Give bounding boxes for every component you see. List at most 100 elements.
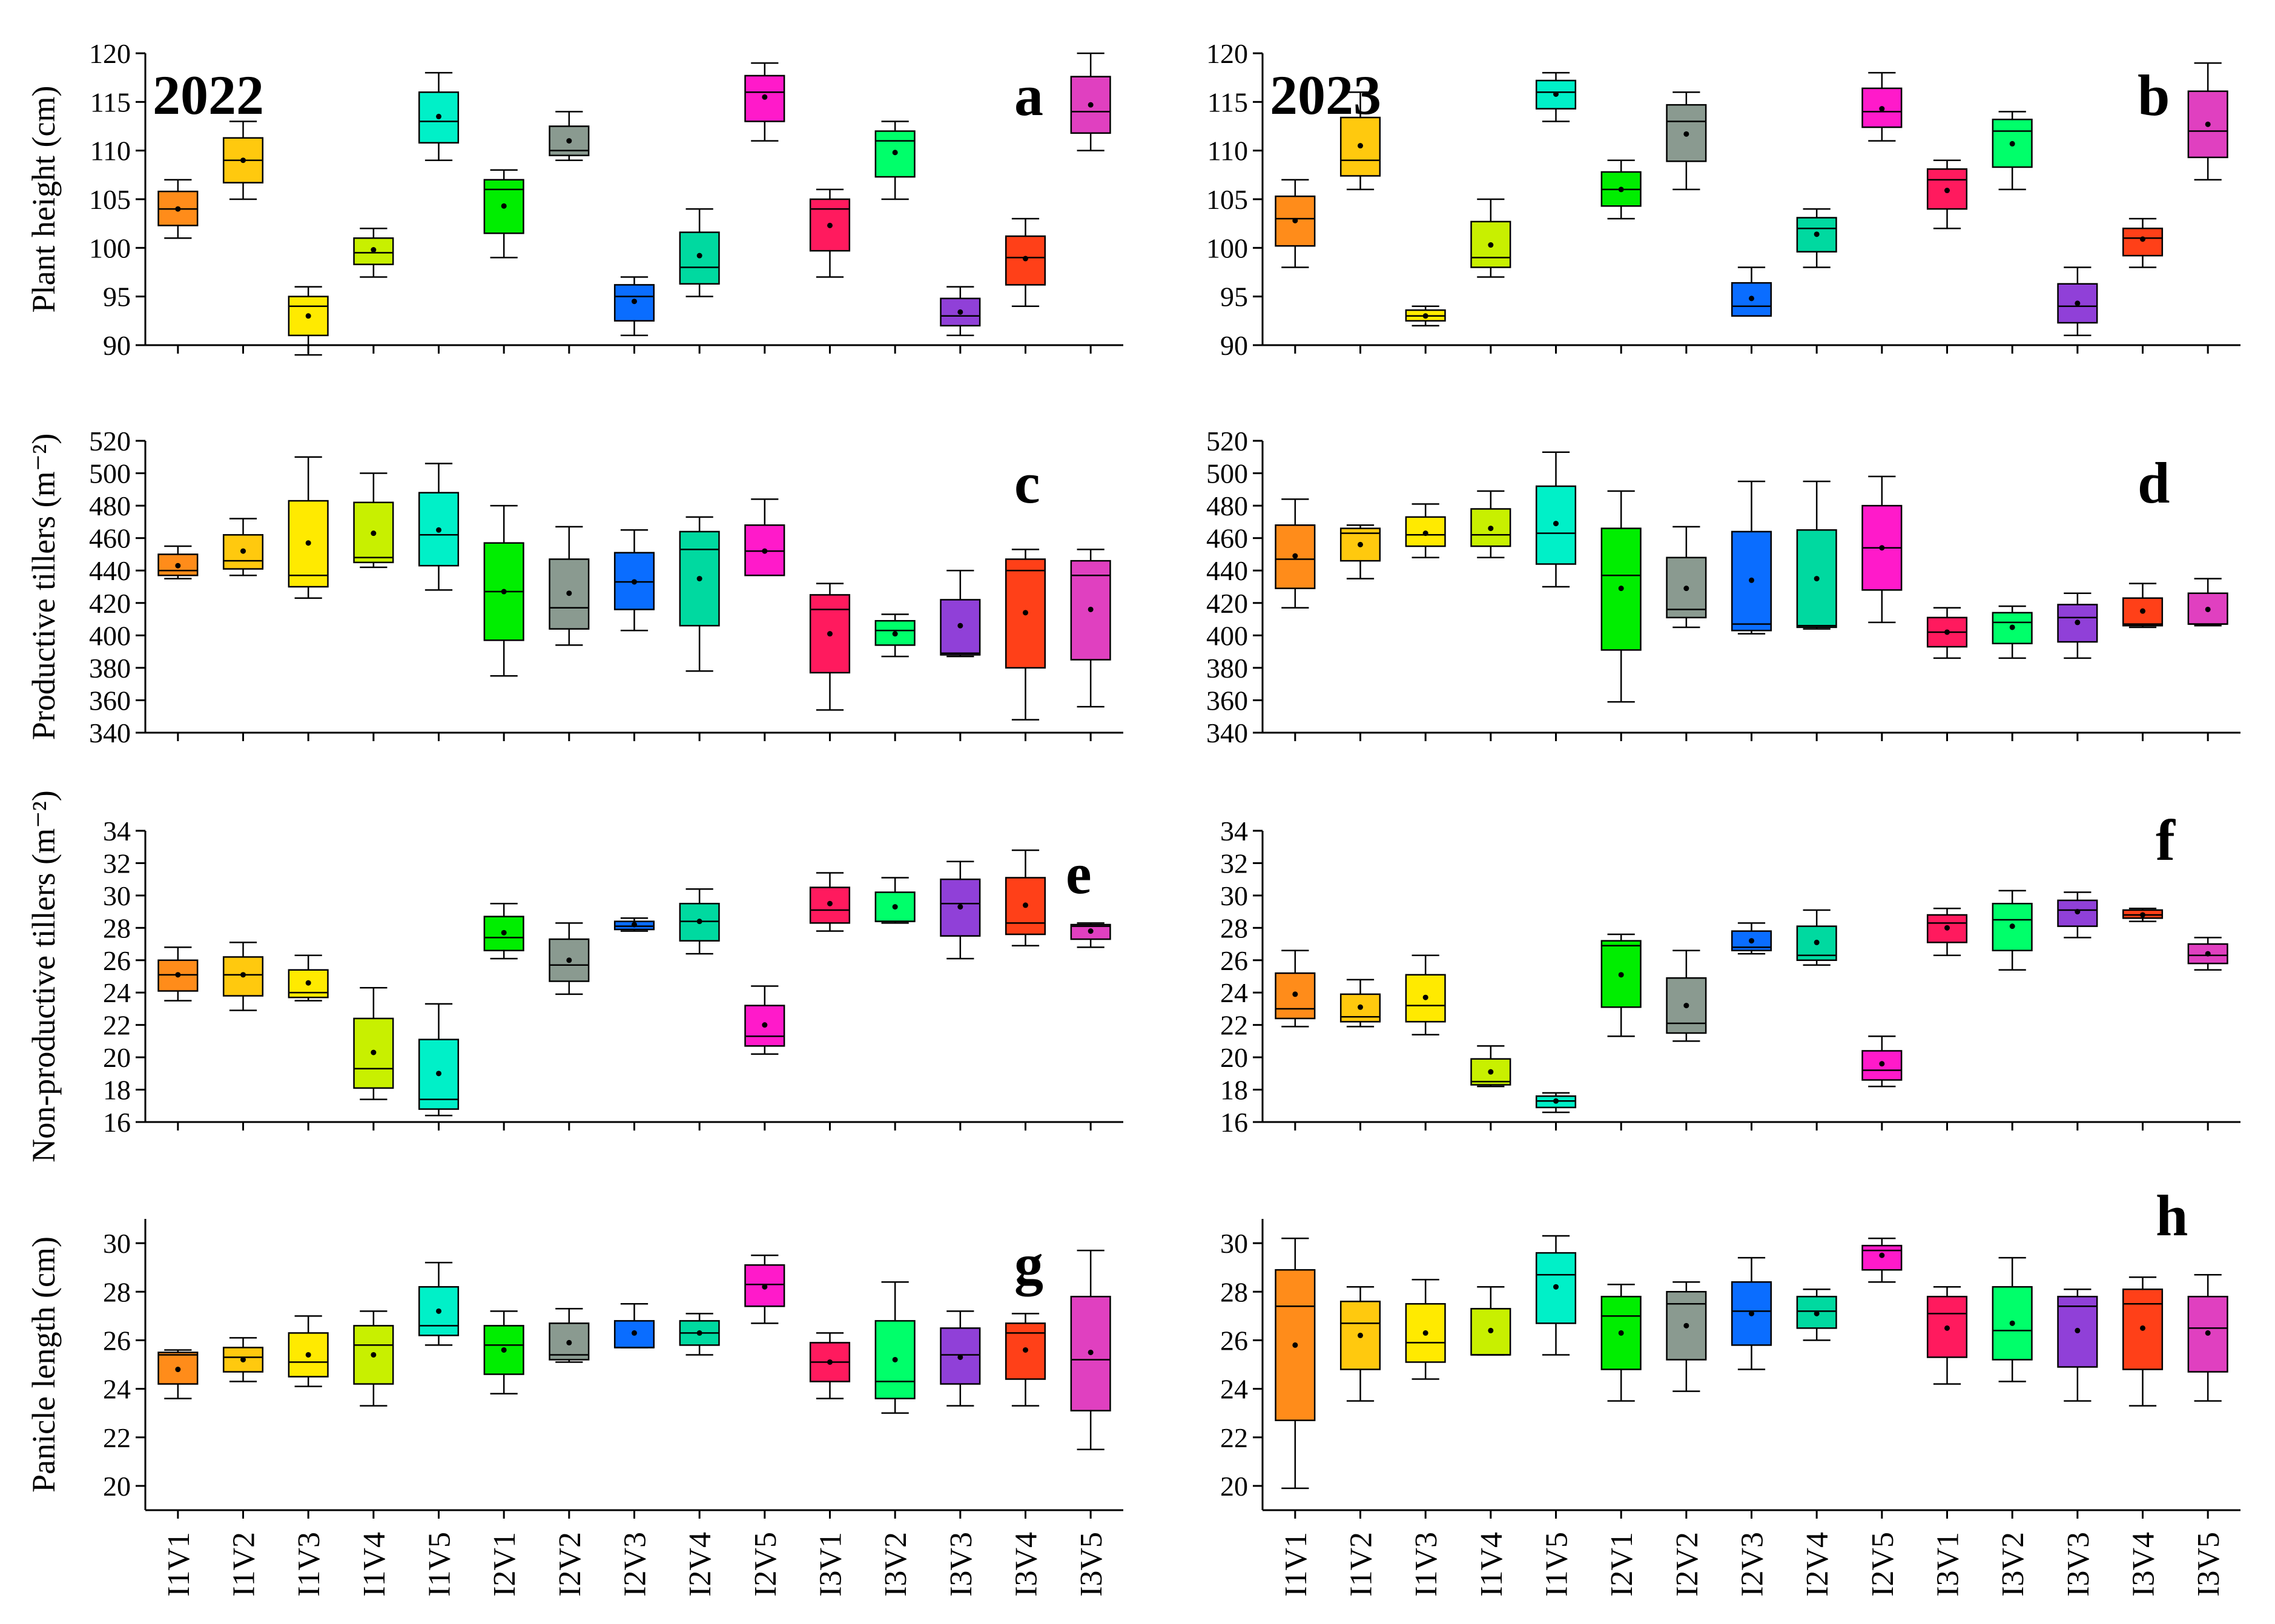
mean-point-b: [1422, 313, 1428, 319]
x-category-label-h: I3V5: [2191, 1532, 2226, 1597]
y-tick-label-e: 26: [103, 945, 131, 976]
mean-point-d: [1488, 526, 1494, 532]
mean-point-g: [1088, 1349, 1094, 1355]
y-tick-label-a: 115: [90, 87, 131, 117]
y-tick-label-b: 120: [1206, 38, 1248, 69]
mean-point-h: [2140, 1325, 2145, 1331]
mean-point-e: [1023, 902, 1028, 908]
mean-point-a: [436, 113, 441, 119]
mean-point-h: [2009, 1320, 2015, 1326]
y-tick-label-b: 95: [1220, 282, 1248, 312]
mean-point-b: [1488, 242, 1494, 248]
y-tick-label-b: 105: [1206, 184, 1248, 215]
y-tick-label-e: 22: [103, 1010, 131, 1041]
y-tick-label-d: 380: [1206, 653, 1248, 684]
mean-point-a: [566, 138, 572, 144]
mean-point-h: [1292, 1342, 1298, 1348]
mean-point-h: [1683, 1322, 1689, 1329]
mean-point-e: [501, 929, 507, 936]
mean-point-g: [175, 1367, 181, 1373]
mean-point-h: [1358, 1332, 1363, 1338]
y-tick-label-c: 520: [89, 426, 131, 457]
mean-point-a: [501, 203, 507, 209]
mean-point-c: [305, 540, 311, 546]
y-axis-title-e: Non-productive tillers (m⁻²): [25, 790, 62, 1163]
mean-point-g: [827, 1359, 833, 1365]
mean-point-c: [696, 576, 702, 582]
mean-point-d: [2205, 606, 2211, 612]
mean-point-b: [1553, 91, 1559, 97]
mean-point-h: [1618, 1330, 1624, 1336]
x-category-label-h: I1V3: [1409, 1532, 1444, 1597]
mean-point-g: [892, 1356, 898, 1362]
y-tick-label-f: 20: [1220, 1042, 1248, 1073]
x-category-label-g: I3V2: [879, 1532, 913, 1597]
y-tick-label-c: 340: [89, 718, 131, 748]
y-axis-title-a: Plant height (cm): [25, 86, 62, 313]
mean-point-e: [175, 972, 181, 978]
box-I3V3-a: [940, 297, 981, 327]
mean-point-a: [240, 157, 246, 163]
y-tick-label-d: 460: [1206, 523, 1248, 554]
mean-point-e: [696, 919, 702, 925]
mean-point-e: [892, 904, 898, 910]
mean-point-e: [240, 972, 246, 978]
mean-point-c: [240, 548, 246, 554]
mean-point-h: [1553, 1284, 1559, 1290]
y-tick-label-c: 500: [89, 458, 131, 489]
y-tick-label-g: 22: [103, 1422, 131, 1453]
mean-point-c: [892, 631, 898, 637]
mean-point-d: [1683, 586, 1689, 592]
x-category-label-g: I1V1: [162, 1532, 196, 1597]
x-category-label-g: I1V5: [423, 1532, 457, 1597]
mean-point-d: [1618, 586, 1624, 592]
x-category-label-h: I3V2: [1996, 1532, 2030, 1597]
mean-point-f: [1683, 1003, 1689, 1009]
y-tick-label-f: 26: [1220, 945, 1248, 976]
x-category-label-g: I2V5: [748, 1532, 783, 1597]
mean-point-a: [175, 206, 181, 212]
y-tick-label-g: 28: [103, 1276, 131, 1307]
mean-point-e: [957, 904, 963, 910]
x-category-label-h: I2V4: [1800, 1532, 1835, 1597]
x-category-label-g: I1V4: [357, 1532, 392, 1597]
mean-point-c: [1088, 606, 1094, 612]
box-I3V4-b: [2122, 227, 2164, 257]
mean-point-b: [1814, 231, 1820, 237]
x-category-label-h: I1V4: [1474, 1532, 1509, 1597]
mean-point-d: [1422, 530, 1428, 536]
mean-point-b: [1683, 131, 1689, 137]
mean-point-b: [1618, 186, 1624, 193]
mean-point-a: [632, 299, 637, 305]
y-tick-label-d: 520: [1206, 426, 1248, 457]
mean-point-b: [2075, 300, 2081, 306]
mean-point-g: [240, 1356, 246, 1362]
y-tick-label-h: 28: [1220, 1276, 1248, 1307]
box-I2V2-b: [1666, 104, 1707, 162]
mean-point-e: [827, 900, 833, 906]
mean-point-h: [2075, 1327, 2081, 1333]
panel-letter-f: f: [2156, 808, 2176, 873]
mean-point-d: [1814, 576, 1820, 582]
y-tick-label-b: 100: [1206, 233, 1248, 263]
y-tick-label-a: 110: [90, 136, 131, 167]
mean-point-f: [1358, 1004, 1363, 1010]
mean-point-f: [2205, 951, 2211, 957]
mean-point-f: [1553, 1098, 1559, 1104]
panel-letter-d: d: [2138, 451, 2170, 515]
mean-point-f: [2009, 923, 2015, 929]
y-tick-label-h: 22: [1220, 1422, 1248, 1453]
mean-point-d: [2009, 624, 2015, 630]
x-category-label-g: I2V3: [618, 1532, 653, 1597]
mean-point-a: [1023, 256, 1028, 262]
panel-letter-h: h: [2156, 1183, 2188, 1248]
mean-point-f: [1749, 938, 1754, 944]
y-tick-label-c: 400: [89, 620, 131, 651]
y-tick-label-e: 30: [103, 880, 131, 911]
box-I3V2-f: [1992, 903, 2033, 951]
mean-point-b: [1749, 295, 1754, 302]
y-tick-label-f: 30: [1220, 880, 1248, 911]
y-tick-label-c: 420: [89, 588, 131, 619]
y-tick-label-c: 380: [89, 653, 131, 684]
